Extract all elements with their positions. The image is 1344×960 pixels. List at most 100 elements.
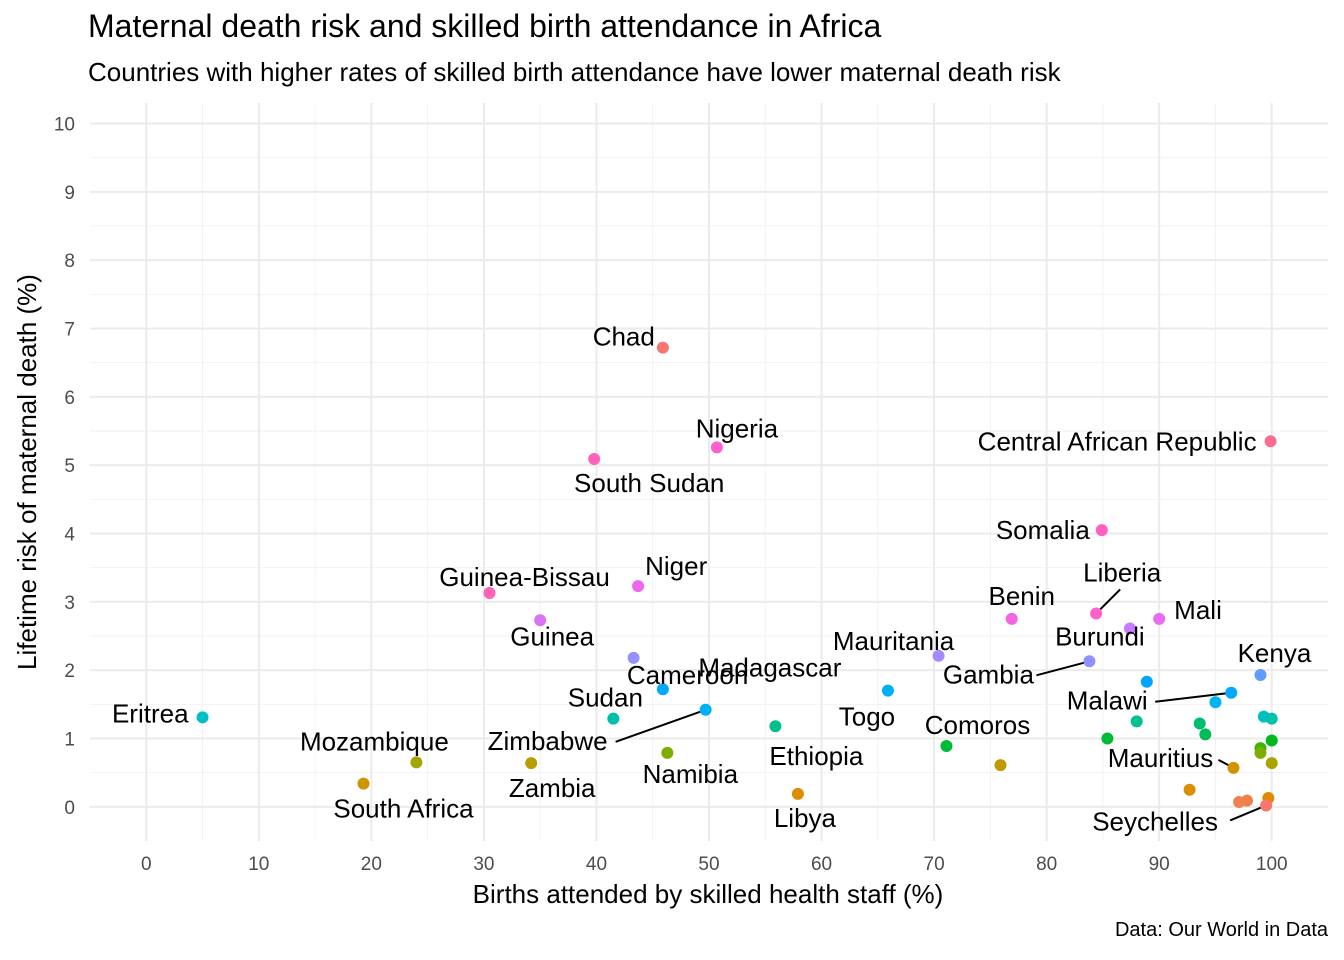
point-label: Eritrea	[112, 698, 189, 728]
y-tick-label: 8	[64, 251, 75, 272]
x-tick-label: 60	[811, 854, 832, 875]
data-point	[632, 580, 645, 593]
x-tick-label: 20	[361, 854, 382, 875]
y-tick-label: 6	[64, 388, 75, 409]
point-label: Cameroon	[627, 660, 748, 690]
point-label: Togo	[839, 702, 895, 732]
data-point	[1233, 796, 1246, 809]
data-point	[1193, 717, 1206, 730]
data-point	[1225, 686, 1238, 699]
point-label: Libya	[774, 803, 837, 833]
point-label: Benin	[988, 581, 1055, 611]
chart-caption: Data: Our World in Data	[1114, 919, 1328, 941]
data-point	[699, 703, 712, 716]
data-point	[534, 614, 547, 627]
data-point	[710, 441, 723, 454]
y-axis-title: Lifetime risk of maternal death (%)	[12, 274, 42, 670]
y-axis-ticks: 0 1 2 3 4 5 6 7 8 9 10	[54, 115, 76, 819]
data-point	[1101, 732, 1114, 745]
point-label: Malawi	[1067, 686, 1148, 716]
point-label: Mozambique	[300, 726, 449, 756]
chart-title: Maternal death risk and skilled birth at…	[88, 8, 882, 44]
data-point	[525, 757, 538, 770]
data-point	[1083, 655, 1096, 668]
data-point	[791, 787, 804, 800]
gridlines	[90, 103, 1328, 841]
data-point	[1265, 734, 1278, 747]
data-point	[1130, 715, 1143, 728]
point-label: Somalia	[996, 515, 1090, 545]
x-tick-label: 0	[141, 854, 152, 875]
point-label: Niger	[645, 551, 707, 581]
data-point	[656, 341, 669, 354]
x-tick-label: 40	[586, 854, 607, 875]
x-tick-label: 90	[1149, 854, 1170, 875]
point-label: South Africa	[333, 794, 474, 824]
data-point	[994, 759, 1007, 772]
x-tick-label: 80	[1036, 854, 1057, 875]
x-axis-ticks: 0 10 20 30 40 50 60 70 80 90 100	[141, 854, 1288, 875]
label-leader-line	[1229, 804, 1267, 822]
chart-subtitle: Countries with higher rates of skilled b…	[88, 57, 1061, 87]
data-point	[1199, 728, 1212, 741]
data-point	[607, 712, 620, 725]
label-leader-line	[615, 708, 706, 743]
point-label: Guinea	[510, 621, 594, 651]
y-tick-label: 4	[64, 525, 75, 546]
data-point	[1209, 696, 1222, 709]
data-point	[769, 720, 782, 733]
data-point	[1005, 612, 1018, 625]
point-label: Nigeria	[696, 413, 779, 443]
data-point	[1095, 524, 1108, 537]
point-label: Sudan	[568, 683, 643, 713]
label-leader-lines	[615, 588, 1267, 822]
point-label: Gambia	[943, 659, 1035, 689]
point-label: Comoros	[925, 710, 1030, 740]
data-point	[1090, 607, 1103, 620]
data-point	[1265, 712, 1278, 725]
data-point	[1254, 668, 1267, 681]
y-tick-label: 1	[64, 730, 75, 751]
point-label: Mauritius	[1108, 743, 1213, 773]
y-tick-label: 9	[64, 183, 75, 204]
data-point	[940, 740, 953, 753]
data-point	[588, 453, 601, 466]
data-point	[1183, 783, 1196, 796]
data-point	[661, 746, 674, 759]
point-label: Kenya	[1238, 638, 1312, 668]
point-label: Chad	[593, 322, 655, 352]
label-leader-line	[1155, 691, 1232, 703]
x-tick-label: 30	[473, 854, 494, 875]
point-label: Madagascar	[698, 652, 841, 682]
data-point	[1123, 622, 1136, 635]
data-point	[410, 756, 423, 769]
point-label: Ethiopia	[769, 741, 863, 771]
y-tick-label: 5	[64, 456, 75, 477]
point-label: Central African Republic	[978, 426, 1257, 456]
data-point	[357, 777, 370, 790]
data-point	[1140, 675, 1153, 688]
y-tick-label: 7	[64, 320, 75, 341]
label-leader-line	[1036, 660, 1090, 677]
y-tick-label: 10	[54, 115, 75, 136]
point-label: Guinea-Bissau	[439, 562, 610, 592]
x-tick-label: 10	[248, 854, 269, 875]
x-axis-title: Births attended by skilled health staff …	[473, 879, 944, 909]
point-label: Namibia	[643, 759, 739, 789]
data-point	[196, 711, 209, 724]
data-point	[1254, 746, 1267, 759]
data-point	[656, 683, 669, 696]
data-point	[483, 586, 496, 599]
x-tick-label: 50	[698, 854, 719, 875]
point-label: Seychelles	[1092, 806, 1218, 836]
data-points	[196, 341, 1278, 812]
data-point	[1264, 435, 1277, 448]
x-tick-label: 100	[1256, 854, 1288, 875]
y-tick-label: 3	[64, 593, 75, 614]
data-point	[881, 684, 894, 697]
y-tick-label: 0	[64, 798, 75, 819]
data-point	[1260, 799, 1273, 812]
point-label: Zimbabwe	[488, 726, 608, 756]
y-tick-label: 2	[64, 661, 75, 682]
